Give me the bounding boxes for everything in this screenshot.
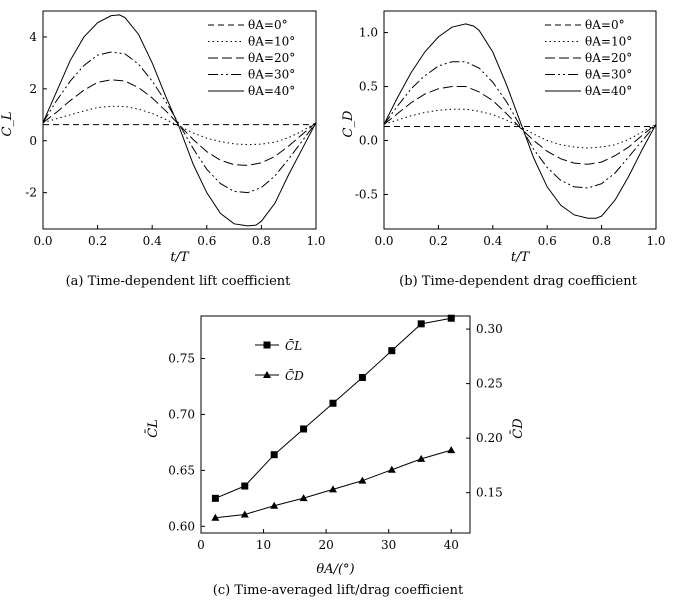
- series-line: [42, 79, 317, 166]
- x-tick-label: 30: [381, 538, 396, 552]
- y-tick-label: 0.70: [168, 407, 195, 421]
- series-line: [383, 61, 657, 189]
- x-axis-title: t/T: [170, 250, 190, 265]
- panel-b-drag-chart: 0.0 0.2 0.4 0.6 0.8 1.0 -0.5 0.0 0.5 1.0 θA=0° θA=1…: [341, 10, 666, 289]
- y-tick-label: 0.60: [168, 519, 195, 533]
- series-line: [215, 449, 452, 519]
- y-tick-label: 0.0: [359, 134, 378, 148]
- series-line: [42, 14, 317, 227]
- data-point-square: [358, 374, 366, 382]
- legend-label: θA=20°: [585, 51, 632, 65]
- data-point-triangle: [211, 513, 220, 521]
- x-axis-title: t/T: [511, 250, 531, 265]
- data-point-square: [270, 451, 278, 459]
- x-tick-label: 1.0: [646, 234, 665, 248]
- panel-caption: (b) Time-dependent drag coefficient: [399, 274, 637, 289]
- legend-marker-square: [263, 341, 271, 349]
- data-point-triangle: [447, 446, 456, 454]
- data-point-square: [211, 494, 219, 502]
- legend-label: θA=0°: [585, 18, 625, 32]
- y-axis-title: C_L: [0, 111, 15, 136]
- y-right-tick-label: 0.30: [476, 322, 503, 336]
- x-tick-label: 10: [256, 538, 271, 552]
- y-tick-label: -0.5: [355, 187, 378, 201]
- plot-frame: [383, 10, 657, 230]
- x-axis-title: θA/(°): [316, 562, 354, 577]
- x-tick-label: 0.8: [252, 234, 271, 248]
- data-point-square: [447, 314, 455, 322]
- data-point-triangle: [358, 476, 367, 484]
- series-line: [383, 108, 657, 149]
- y-axis-title: C̄L: [145, 419, 161, 438]
- data-point-triangle: [270, 501, 279, 509]
- legend-label: θA=20°: [248, 51, 295, 65]
- series-line: [383, 86, 657, 165]
- plot-frame: [42, 10, 317, 230]
- x-tick-label: 1.0: [306, 234, 325, 248]
- series-line: [42, 51, 317, 194]
- x-tick-label: 20: [318, 538, 333, 552]
- x-tick-label: 0.2: [429, 234, 448, 248]
- x-tick-label: 0.0: [374, 234, 393, 248]
- legend-label: θA=40°: [585, 84, 632, 98]
- data-point-square: [417, 320, 425, 328]
- legend-label: C̄D: [285, 368, 304, 383]
- legend-marker-triangle: [263, 371, 271, 378]
- panel-c-averaged-chart: 0 10 20 30 40 0.60 0.65 0.70 0.75 0.15 0.20 0.25 0.3…: [145, 314, 526, 598]
- legend-label: θA=10°: [248, 35, 295, 49]
- legend-label: θA=30°: [585, 68, 632, 82]
- x-tick-label: 0.4: [483, 234, 502, 248]
- legend-label: θA=10°: [585, 35, 632, 49]
- y-tick-label: 4: [29, 30, 37, 44]
- data-point-triangle: [240, 510, 249, 518]
- x-tick-label: 0.6: [538, 234, 557, 248]
- data-point-square: [329, 399, 337, 407]
- y-tick-label: 0.65: [168, 463, 195, 477]
- x-tick-label: 40: [444, 538, 459, 552]
- x-tick-label: 0: [197, 538, 205, 552]
- plot-frame: [200, 315, 471, 534]
- y-right-tick-label: 0.25: [476, 377, 503, 391]
- panel-a-lift-chart: 0.0 0.2 0.4 0.6 0.8 1.0 -2 0 2 4 θA=0° θA=10° θA=20°…: [0, 10, 326, 289]
- legend-label: θA=30°: [248, 68, 295, 82]
- data-point-square: [300, 425, 308, 433]
- x-tick-label: 0.0: [33, 234, 52, 248]
- data-point-triangle: [387, 465, 396, 473]
- series-line: [215, 317, 452, 499]
- x-tick-label: 0.2: [88, 234, 107, 248]
- legend-label: θA=40°: [248, 84, 295, 98]
- data-point-square: [241, 482, 249, 490]
- panel-caption: (a) Time-dependent lift coefficient: [66, 274, 292, 289]
- data-point-triangle: [417, 454, 426, 462]
- x-tick-label: 0.4: [143, 234, 162, 248]
- x-tick-label: 0.8: [592, 234, 611, 248]
- legend-label: θA=0°: [248, 18, 288, 32]
- data-point-square: [388, 347, 396, 355]
- series-line: [42, 105, 317, 146]
- y-tick-label: 0: [29, 134, 37, 148]
- y-tick-label: 2: [29, 82, 37, 96]
- panel-caption: (c) Time-averaged lift/drag coefficient: [213, 583, 464, 598]
- y-tick-label: 0.75: [168, 352, 195, 366]
- legend-label: C̄L: [285, 338, 302, 353]
- y-tick-label: 0.5: [359, 80, 378, 94]
- y-tick-label: -2: [25, 186, 37, 200]
- x-tick-label: 0.6: [197, 234, 216, 248]
- data-point-triangle: [299, 494, 308, 502]
- series-line: [383, 23, 657, 219]
- y-right-tick-label: 0.20: [476, 431, 503, 445]
- y-axis-title: C_D: [341, 110, 356, 137]
- data-point-triangle: [328, 485, 337, 493]
- y-right-tick-label: 0.15: [476, 486, 503, 500]
- y-right-axis-title: C̄D: [510, 418, 526, 439]
- y-tick-label: 1.0: [359, 26, 378, 40]
